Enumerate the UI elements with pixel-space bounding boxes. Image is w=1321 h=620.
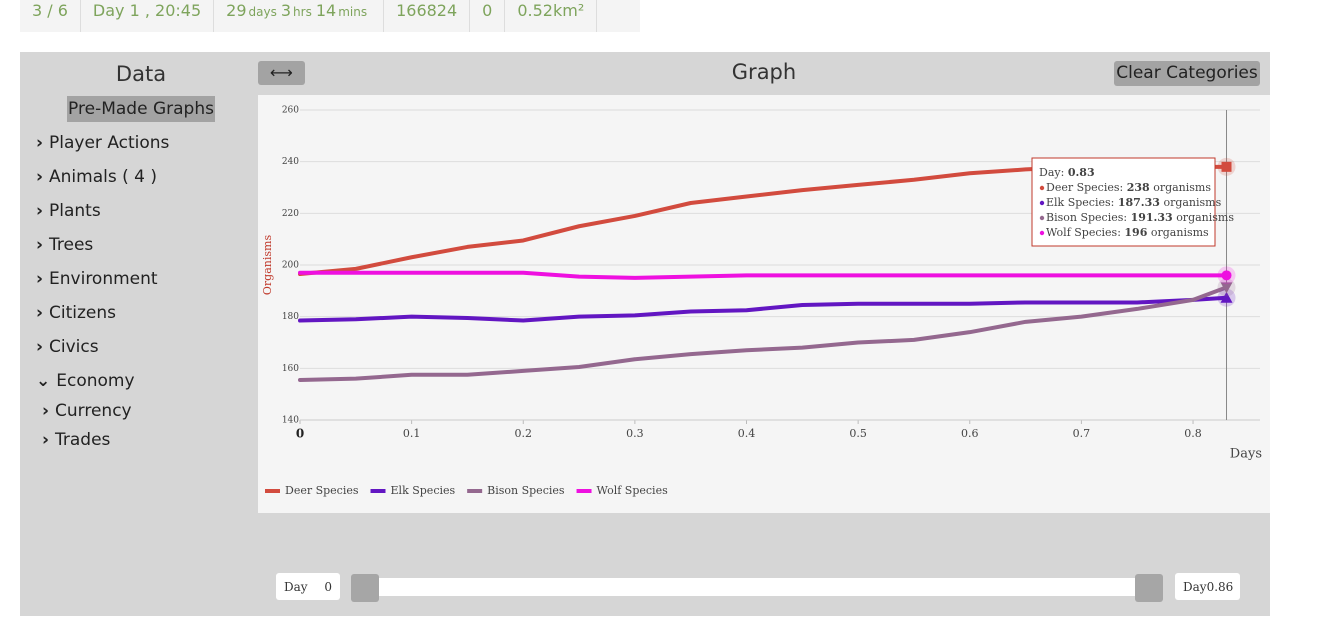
series-line: [298, 295, 1229, 323]
tooltip-unit: organisms: [1163, 196, 1221, 209]
point-marker: [1220, 291, 1233, 303]
series-line: [298, 285, 1229, 382]
y-tick-label: 140: [282, 416, 299, 426]
tooltip-dot: [1039, 185, 1045, 191]
slider-start-value: 0: [324, 579, 332, 594]
tooltip-day: Day: 0.83: [1039, 166, 1095, 179]
tooltip-label: Elk Species:: [1046, 196, 1114, 209]
slider-end: Day 0.86: [1175, 573, 1240, 600]
tooltip-entry: Wolf Species: 196 organisms: [1046, 226, 1209, 239]
tooltip-entry: Bison Species: 191.33 organisms: [1046, 211, 1234, 224]
x-tick-label: 0: [296, 427, 304, 441]
legend-label: Deer Species: [285, 484, 359, 497]
sidebar-item[interactable]: Environment: [36, 269, 158, 289]
y-tick-label: 220: [282, 209, 299, 219]
count: 166824: [384, 0, 471, 32]
slider-end-label: Day: [1183, 579, 1207, 594]
tooltip-entry: Deer Species: 238 organisms: [1046, 181, 1211, 194]
duration-number: 29: [226, 1, 247, 20]
zero: 0: [470, 0, 506, 32]
point-marker: [1221, 270, 1232, 281]
sidebar-item[interactable]: Civics: [36, 337, 99, 357]
sidebar-item[interactable]: Plants: [36, 201, 101, 221]
legend-label: Elk Species: [391, 484, 456, 497]
duration-unit: mins: [338, 5, 368, 19]
sidebar-item[interactable]: Trees: [36, 235, 93, 255]
y-tick-label: 180: [282, 312, 299, 322]
series-line: [298, 270, 1229, 280]
legend-label: Bison Species: [487, 484, 565, 497]
tooltip-day-value: 0.83: [1068, 166, 1095, 179]
sidebar-title: Data: [115, 62, 167, 86]
x-tick-label: 0.2: [515, 427, 533, 440]
legend-label: Wolf Species: [597, 484, 669, 497]
toggle-button[interactable]: ⟷: [258, 61, 305, 85]
slider-handle-start[interactable]: [351, 574, 379, 602]
slider-start-label: Day: [284, 579, 308, 594]
slider-track[interactable]: [352, 578, 1162, 596]
x-tick-label: 0.7: [1073, 427, 1091, 440]
tooltip-label: Deer Species:: [1046, 181, 1123, 194]
sidebar-subitem[interactable]: Trades: [42, 430, 110, 450]
y-tick-label: 160: [282, 364, 299, 374]
tooltip-label: Wolf Species:: [1046, 226, 1121, 239]
duration-unit: hrs: [293, 5, 312, 19]
tooltip-day-label: Day:: [1039, 166, 1064, 179]
status-bar: 3 / 6 Day 1 , 20:45 29 days 3 hrs 14 mins 166…: [20, 0, 640, 32]
x-tick-label: 0.6: [961, 427, 979, 440]
tooltip-value: 238: [1127, 181, 1150, 194]
point-marker: [1221, 161, 1232, 172]
x-tick-label: 0.5: [849, 427, 867, 440]
slider-start: Day 0: [276, 573, 340, 600]
tooltip-box: [1031, 157, 1216, 247]
premade-button[interactable]: Pre-Made Graphs: [67, 96, 215, 122]
x-tick-label: 0.1: [403, 427, 421, 440]
graph-title: Graph: [731, 60, 797, 84]
x-axis-label: Days: [1230, 447, 1262, 462]
clock: Day 1 , 20:45: [81, 0, 215, 32]
tooltip-dot: [1039, 200, 1045, 206]
slider-end-value: 0.86: [1206, 579, 1234, 594]
x-tick-label: 0.8: [1184, 427, 1202, 440]
tooltip-entry: Elk Species: 187.33 organisms: [1046, 196, 1222, 209]
y-axis-label: Organisms: [261, 235, 274, 296]
y-tick-label: 260: [282, 106, 299, 116]
point-marker: [1220, 282, 1233, 294]
tooltip-value: 196: [1124, 226, 1147, 239]
x-tick-label: 0.4: [738, 427, 756, 440]
x-tick-label: 0.3: [626, 427, 644, 440]
y-tick-label: 200: [282, 261, 299, 271]
sidebar-item[interactable]: Citizens: [36, 303, 116, 323]
tooltip-unit: organisms: [1151, 226, 1209, 239]
duration-number: 14: [315, 1, 337, 20]
tooltip-value: 191.33: [1131, 211, 1173, 224]
duration-number: 3: [280, 1, 292, 20]
sidebar-item[interactable]: Player Actions: [36, 133, 169, 153]
tooltip-dot: [1039, 230, 1045, 236]
slider-handle-end[interactable]: [1135, 574, 1163, 602]
duration: 29 days 3 hrs 14 mins: [214, 0, 385, 32]
tooltip-label: Bison Species:: [1046, 211, 1127, 224]
round: 3 / 6: [20, 0, 81, 32]
sidebar-item[interactable]: Animals ( 4 ): [36, 167, 157, 187]
duration-unit: days: [248, 5, 277, 19]
sidebar-item[interactable]: Economy: [36, 371, 134, 391]
area: 0.52km²: [505, 0, 598, 32]
tooltip-dot: [1039, 215, 1045, 221]
tooltip-unit: organisms: [1176, 211, 1234, 224]
tooltip-unit: organisms: [1153, 181, 1211, 194]
chart: 140 160 180 200 220 240 260 0 0.1 0.2 0.3 0.4 0.5 0.6…: [258, 95, 1270, 513]
clear-button[interactable]: Clear Categories: [1114, 61, 1260, 86]
tooltip-value: 187.33: [1118, 196, 1160, 209]
y-tick-label: 240: [282, 157, 299, 167]
sidebar-subitem[interactable]: Currency: [42, 401, 132, 421]
